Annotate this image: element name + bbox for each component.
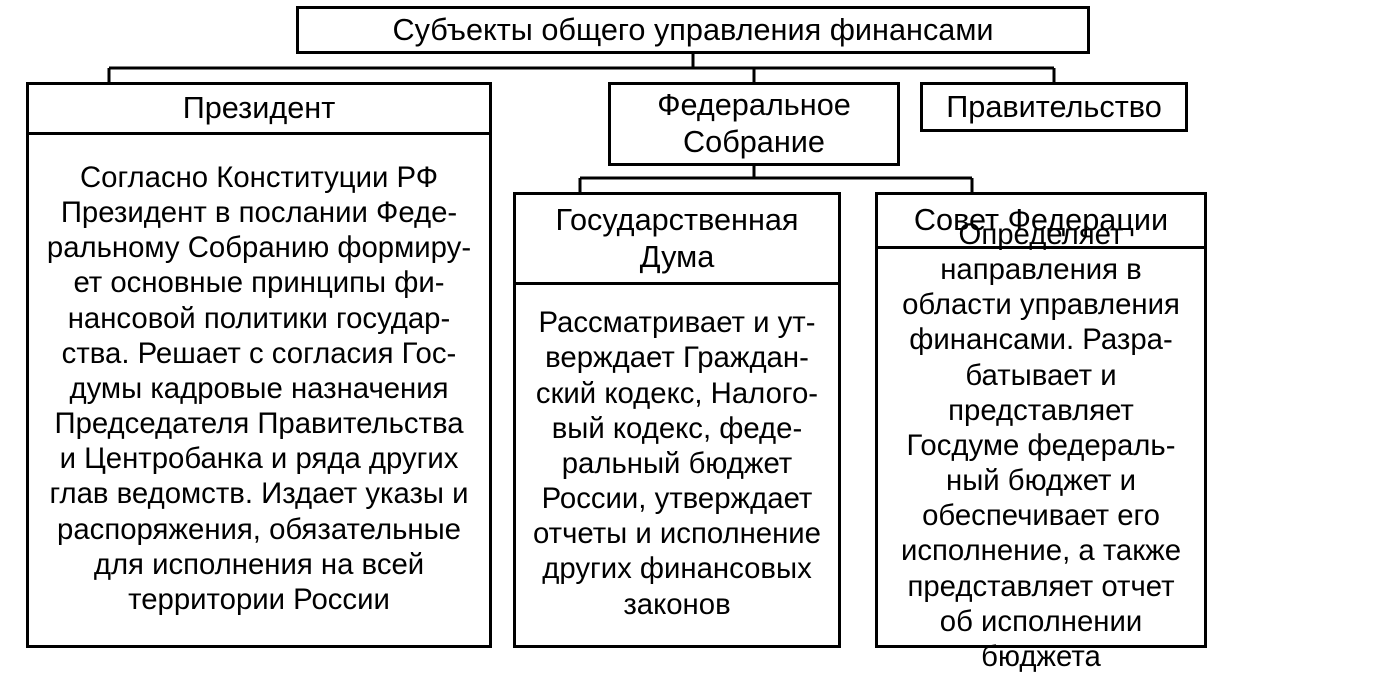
root-title: Субъекты общего управления финансами [299,9,1087,51]
government-box: Правительство [920,82,1188,132]
duma-body: Рассматривает и ут­верждает Граждан­ский… [516,285,838,642]
council-box: Совет Федерации Определяет направле­ния … [875,192,1207,648]
root-box: Субъекты общего управления финансами [296,6,1090,54]
org-chart: Субъекты общего управления финансами Пре… [0,0,1390,659]
president-box: Президент Согласно Конституции РФ Презид… [26,82,492,648]
duma-box: Государственная Дума Рассматривает и ут­… [513,192,841,648]
council-body: Определяет направле­ния в области управл… [878,249,1204,642]
federal-assembly-title: Федеральное Собрание [611,85,897,163]
duma-title: Государственная Дума [516,195,838,285]
president-title: Президент [29,85,489,135]
president-body: Согласно Конституции РФ Президент в посл… [29,135,489,642]
government-title: Правительство [923,85,1185,129]
federal-assembly-box: Федеральное Собрание [608,82,900,166]
